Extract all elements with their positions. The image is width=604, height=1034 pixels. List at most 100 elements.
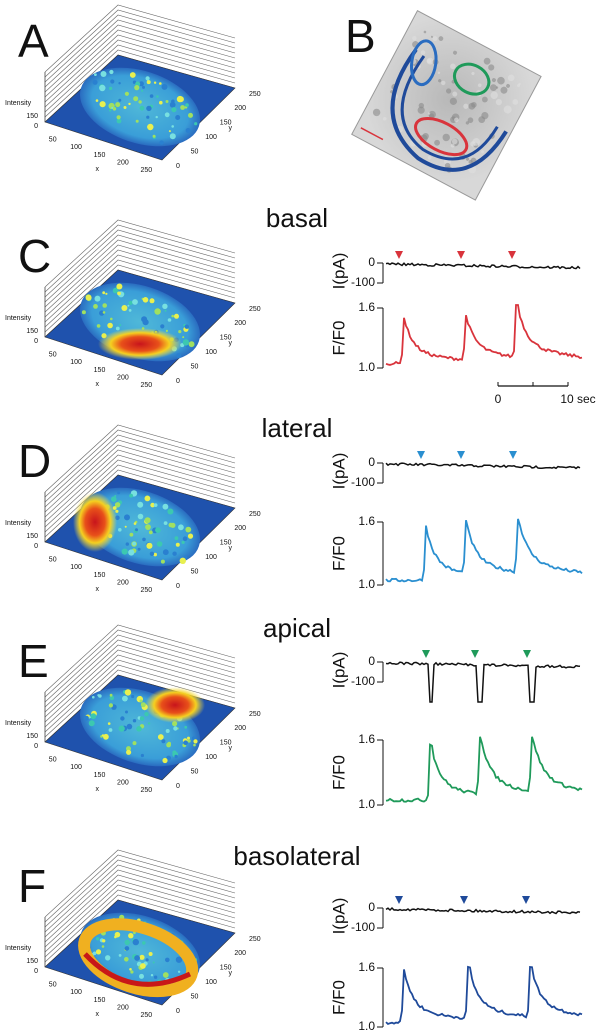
speckle [176, 353, 182, 359]
speckle [142, 319, 149, 326]
speckle [174, 536, 179, 541]
wall-line [44, 234, 236, 303]
speckle [159, 100, 163, 105]
speckle [175, 956, 183, 963]
speckle [94, 295, 101, 302]
y-tick-label: 0 [176, 1008, 180, 1015]
x-tick-label: 250 [140, 167, 152, 174]
speckle [138, 100, 142, 104]
speckle [137, 547, 141, 551]
speckle [105, 955, 111, 961]
wall-line [44, 469, 236, 538]
speckle [165, 729, 170, 733]
fluor-tick-label: 1.6 [358, 300, 375, 314]
x-tick-label: 50 [49, 757, 57, 764]
wall-line [44, 444, 236, 513]
trace-panel: I(pA) F/F0 0 -100 1.6 1.0 0 10 sec [329, 251, 596, 406]
speckle [118, 528, 122, 532]
texture [478, 116, 486, 124]
y-tick-label: 250 [249, 511, 261, 518]
speckle [156, 541, 163, 547]
speckle [128, 549, 135, 556]
roi-lateral-inner [400, 55, 499, 161]
speckle [153, 81, 157, 84]
fluor-axis-label: F/F0 [329, 755, 348, 790]
texture [432, 36, 438, 41]
wall-line [44, 19, 236, 88]
speckle [96, 324, 101, 328]
speckle [116, 118, 122, 124]
speckle [139, 954, 145, 960]
speckle [119, 324, 122, 327]
wall-line [44, 849, 236, 918]
speckle [181, 540, 185, 545]
speckle [131, 694, 135, 699]
texture [450, 63, 456, 70]
speckle [164, 112, 170, 118]
y-tick-label: 50 [191, 363, 199, 370]
speckle [124, 525, 127, 528]
speckle [153, 552, 157, 557]
stimulus-marker [422, 650, 430, 658]
speckle [107, 722, 111, 725]
current-trace [385, 262, 581, 270]
stimulus-marker [460, 896, 468, 904]
speckle [156, 95, 159, 98]
wall-line [44, 219, 236, 288]
wall-line [44, 249, 236, 318]
trace-panel: I(pA) F/F0 0 -100 1.6 1.0 [329, 650, 583, 811]
speckle [101, 734, 105, 737]
z-tick-label: 150 [26, 328, 38, 335]
fluor-axis-label: F/F0 [329, 321, 348, 356]
z-tick-label: 0 [34, 743, 38, 750]
speckle [187, 739, 191, 743]
texture [438, 36, 444, 41]
speckle [165, 957, 170, 963]
speckle [167, 741, 171, 746]
speckle [81, 310, 86, 315]
speckle [138, 81, 144, 87]
surface-plot: Intensity150050100150200250x250200150100… [5, 4, 261, 174]
x-tick-label: 150 [94, 997, 106, 1004]
y-tick-label: 150 [220, 740, 232, 747]
texture [507, 74, 515, 82]
speckle [155, 527, 161, 533]
stimulus-marker [522, 896, 530, 904]
speckle [167, 508, 174, 515]
wall-line [44, 449, 236, 518]
speckle [144, 712, 149, 717]
x-tick-label: 150 [94, 367, 106, 374]
current-axis-label: I(pA) [329, 652, 348, 689]
y-axis-label: y [229, 340, 233, 347]
speckle [175, 115, 181, 120]
hot-ring-core [83, 952, 192, 987]
panel-letter: C [18, 230, 51, 282]
z-axis-label: Intensity [5, 100, 32, 107]
texture [453, 50, 458, 55]
z-tick-label: 150 [26, 113, 38, 120]
y-tick-label: 50 [191, 993, 199, 1000]
panel-letter: D [18, 435, 51, 487]
texture [477, 83, 482, 88]
speckle [169, 101, 176, 108]
texture [450, 143, 455, 148]
speckle [188, 112, 193, 118]
scale-label: 0 [495, 392, 502, 406]
fluor-tick-label: 1.0 [358, 360, 375, 374]
speckle [154, 308, 161, 315]
speckle [124, 91, 129, 96]
speckle [187, 736, 190, 740]
hot-spot [73, 492, 117, 552]
speckle [152, 134, 156, 138]
speckle [128, 309, 132, 312]
speckle [99, 84, 106, 92]
x-tick-label: 150 [94, 772, 106, 779]
surface-plot: Intensity150050100150200250x250200150100… [5, 624, 261, 794]
speckle [140, 702, 146, 708]
speckle [128, 933, 134, 939]
texture [471, 101, 477, 108]
speckle [162, 549, 169, 556]
speckle [178, 330, 182, 334]
trace-panel: I(pA) F/F0 0 -100 1.6 1.0 [329, 896, 583, 1033]
